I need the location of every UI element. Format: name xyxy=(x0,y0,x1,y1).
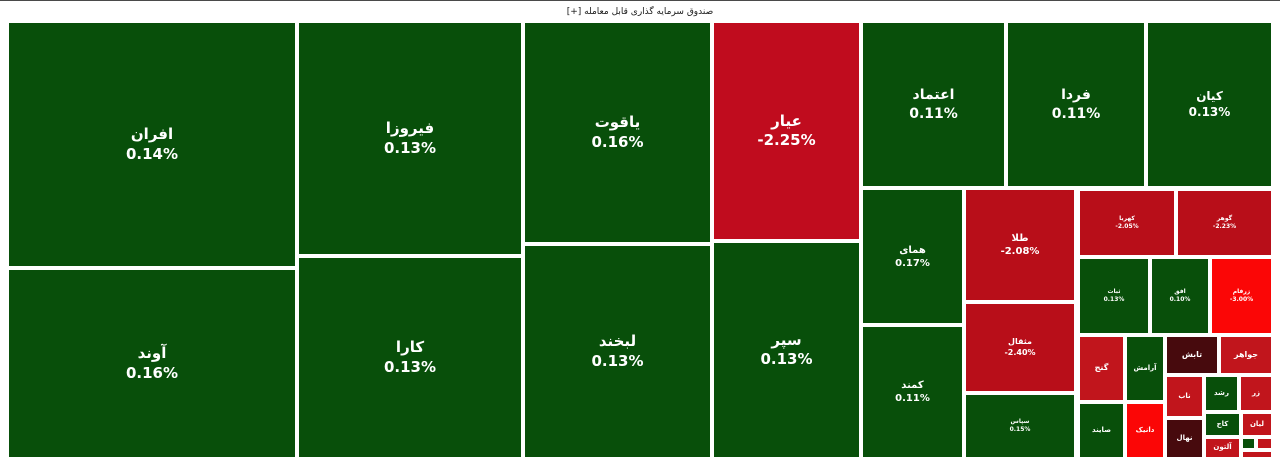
cell-label: سپر xyxy=(771,330,802,349)
cell-value: -2.05% xyxy=(1115,223,1139,230)
treemap-cell[interactable]: افران 0.14% xyxy=(8,22,296,267)
treemap-cell[interactable]: ناب xyxy=(1166,376,1203,417)
treemap-cell[interactable]: آوند 0.16% xyxy=(8,269,296,458)
cell-label: نهال xyxy=(1176,433,1193,442)
cell-label: صایند xyxy=(1092,425,1111,434)
cell-label: مثقال xyxy=(1008,337,1032,347)
cell-value: 0.11% xyxy=(1051,105,1101,122)
treemap-cell[interactable]: کارا 0.13% xyxy=(298,257,522,458)
treemap-cell[interactable]: آلتون xyxy=(1205,438,1240,458)
cell-value: 0.13% xyxy=(1188,104,1231,119)
cell-label: لیان xyxy=(1249,419,1265,428)
treemap-cell[interactable]: همای 0.17% xyxy=(862,189,963,324)
cell-label: کهربا xyxy=(1119,215,1135,223)
treemap-cell[interactable]: یاقوت 0.16% xyxy=(524,22,711,243)
cell-value: 0.14% xyxy=(125,144,179,163)
treemap-cell[interactable]: ثبات 0.13% xyxy=(1079,258,1149,334)
cell-label: آلتون xyxy=(1213,443,1232,452)
cell-label: گنج xyxy=(1094,363,1109,373)
treemap-cell[interactable]: نهال xyxy=(1166,419,1203,458)
treemap-cell[interactable]: اعتماد 0.11% xyxy=(862,22,1005,187)
treemap-cell[interactable]: کهربا -2.05% xyxy=(1079,190,1175,256)
cell-label: افق xyxy=(1174,288,1186,296)
treemap-cell[interactable]: کاج xyxy=(1205,413,1240,436)
treemap-cell[interactable]: جواهر xyxy=(1220,336,1272,374)
cell-value: 0.13% xyxy=(591,351,644,370)
cell-value: 0.17% xyxy=(895,257,930,269)
cell-label: ثبات xyxy=(1107,288,1121,296)
treemap-cell[interactable]: عیار -2.25% xyxy=(713,22,860,240)
cell-label: سپاس xyxy=(1010,418,1030,426)
cell-label: فردا xyxy=(1061,87,1091,104)
treemap-header: صندوق سرمایه گذاری قابل معامله [+] xyxy=(0,0,1280,22)
cell-value: -2.40% xyxy=(1004,347,1036,357)
cell-value: -2.08% xyxy=(1000,246,1040,257)
treemap-cell[interactable]: صایند xyxy=(1079,403,1124,458)
cell-value: -3.00% xyxy=(1229,296,1254,303)
treemap-cell[interactable] xyxy=(1242,451,1272,458)
cell-label: جواهر xyxy=(1233,349,1259,359)
treemap-cell[interactable]: کیان 0.13% xyxy=(1147,22,1272,187)
treemap-cell[interactable]: گنج xyxy=(1079,336,1124,401)
cell-label: تابش xyxy=(1181,349,1203,359)
cell-label: زرفام xyxy=(1232,288,1251,296)
cell-label: همای xyxy=(899,244,926,256)
cell-value: 0.11% xyxy=(909,105,958,122)
treemap-cell[interactable]: گوهر -2.23% xyxy=(1177,190,1272,256)
cell-value: 0.13% xyxy=(760,350,813,368)
cell-label: یاقوت xyxy=(594,113,641,131)
treemap-cell[interactable]: فردا 0.11% xyxy=(1007,22,1145,187)
cell-label: ناب xyxy=(1178,391,1191,400)
cell-label: دانیک xyxy=(1135,425,1155,434)
cell-value: 0.16% xyxy=(591,132,644,151)
treemap-title[interactable]: صندوق سرمایه گذاری قابل معامله [+] xyxy=(566,6,714,17)
treemap-cell[interactable]: فیروزا 0.13% xyxy=(298,22,522,255)
treemap-cell[interactable]: طلا -2.08% xyxy=(965,189,1075,301)
treemap-cell[interactable]: آرامش xyxy=(1126,336,1164,401)
cell-label: کاج xyxy=(1216,419,1229,428)
treemap-cell[interactable]: رشد xyxy=(1205,376,1238,411)
cell-label: فیروزا xyxy=(385,119,435,137)
cell-label: اعتماد xyxy=(912,87,955,104)
treemap-cell[interactable]: سپاس 0.15% xyxy=(965,394,1075,458)
cell-value: 0.13% xyxy=(383,138,437,157)
cell-value: 0.10% xyxy=(1169,296,1191,303)
cell-label: آوند xyxy=(137,344,167,362)
treemap-cell[interactable] xyxy=(1242,438,1255,449)
cell-value: 0.11% xyxy=(895,393,930,404)
treemap-cell[interactable]: دانیک xyxy=(1126,403,1164,458)
cell-value: 0.15% xyxy=(1009,426,1031,433)
cell-label: افران xyxy=(130,125,174,143)
cell-label: عیار xyxy=(771,111,802,130)
treemap-cell[interactable]: لبخند 0.13% xyxy=(524,245,711,458)
treemap-cell[interactable]: زرفام -3.00% xyxy=(1211,258,1272,334)
cell-label: رشد xyxy=(1214,388,1229,397)
cell-value: 0.13% xyxy=(1103,296,1125,303)
treemap-cell[interactable] xyxy=(1257,438,1272,449)
cell-label: کیان xyxy=(1196,88,1223,103)
treemap-cell[interactable]: تابش xyxy=(1166,336,1218,374)
treemap-cell[interactable]: کمند 0.11% xyxy=(862,326,963,458)
treemap-cell[interactable]: لیان xyxy=(1242,413,1272,436)
treemap-cell[interactable]: مثقال -2.40% xyxy=(965,303,1075,392)
treemap-cell[interactable]: زر xyxy=(1240,376,1272,411)
cell-value: 0.13% xyxy=(383,357,437,376)
cell-value: -2.23% xyxy=(1212,223,1237,230)
cell-label: آرامش xyxy=(1133,363,1157,372)
treemap-cell[interactable]: افق 0.10% xyxy=(1151,258,1209,334)
cell-value: 0.16% xyxy=(125,363,179,382)
treemap-cell[interactable]: سپر 0.13% xyxy=(713,242,860,458)
cell-label: طلا xyxy=(1011,233,1029,244)
cell-value: -2.25% xyxy=(757,131,816,149)
cell-label: لبخند xyxy=(598,332,637,350)
cell-label: کمند xyxy=(901,380,924,391)
cell-label: کارا xyxy=(395,338,425,356)
cell-label: گوهر xyxy=(1216,215,1233,223)
cell-label: زر xyxy=(1251,388,1261,397)
